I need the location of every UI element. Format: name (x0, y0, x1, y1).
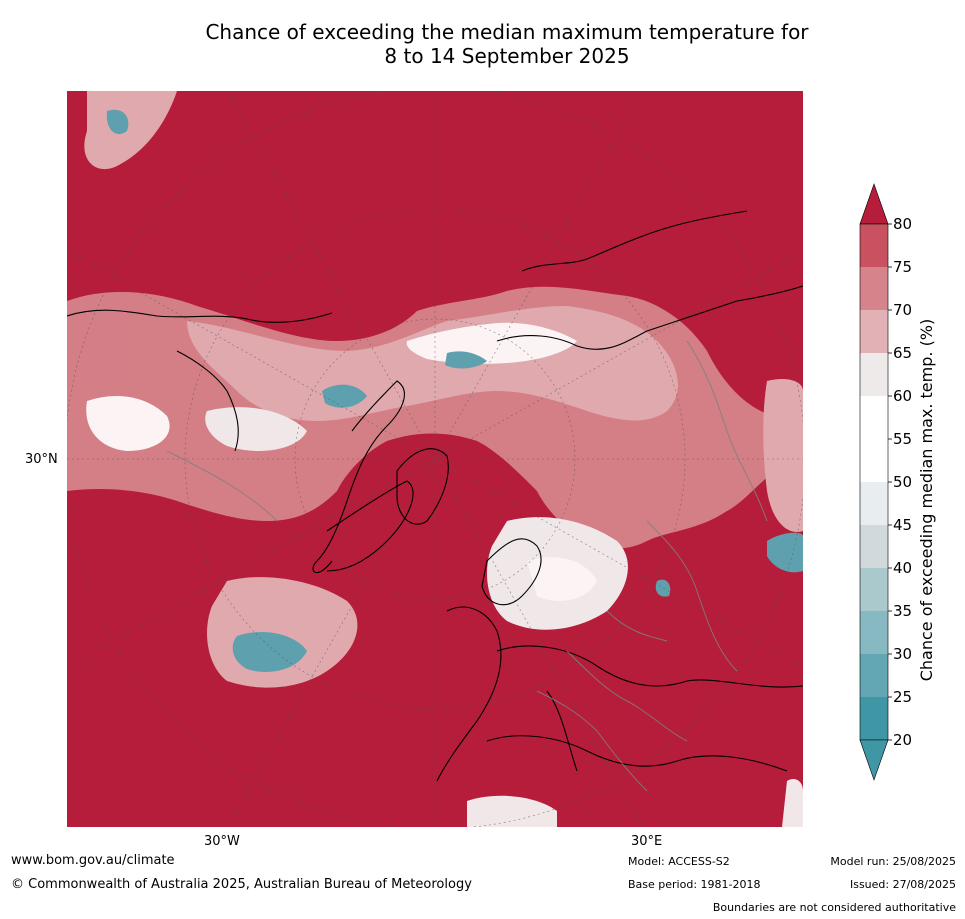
title-line-1: Chance of exceeding the median maximum t… (205, 20, 809, 44)
colorbar-tick-label: 40 (893, 559, 912, 577)
disclaimer-text: Boundaries are not considered authoritat… (712, 901, 956, 914)
map-title: Chance of exceeding the median maximum t… (0, 20, 965, 68)
colorbar-tick-label: 80 (893, 215, 912, 233)
colorbar-swatch (860, 439, 888, 482)
country-borders (166, 340, 768, 792)
coastlines (67, 210, 803, 782)
colorbar-swatch (860, 654, 888, 697)
model-run-text: Model run: 25/08/2025 (830, 855, 956, 868)
copyright-text: © Commonwealth of Australia 2025, Austra… (11, 877, 472, 892)
issued-text: Issued: 27/08/2025 (849, 878, 956, 891)
colorbar-tick-label: 65 (893, 344, 912, 362)
colorbar-swatch (860, 224, 888, 267)
lon-label-30w: 30°W (204, 834, 240, 849)
colorbar-swatch (860, 310, 888, 353)
colorbar-swatch (860, 482, 888, 525)
colorbar-swatch (860, 697, 888, 740)
colorbar-lower-cap (859, 739, 889, 781)
lon-label-30e: 30°E (631, 834, 663, 849)
colorbar-tick-label: 25 (893, 688, 912, 706)
colorbar-tick-label: 20 (893, 731, 912, 749)
base-period-text: Base period: 1981-2018 (628, 878, 761, 891)
title-line-2: 8 to 14 September 2025 (384, 44, 630, 68)
colorbar-upper-cap (859, 183, 889, 225)
colorbar-swatch (860, 525, 888, 568)
probability-map (67, 91, 803, 827)
colorbar-tick-label: 55 (893, 430, 912, 448)
colorbar-swatch (860, 568, 888, 611)
colorbar-tick-label: 45 (893, 516, 912, 534)
graticule (67, 91, 803, 827)
colorbar-swatch (860, 396, 888, 439)
colorbar-swatch (860, 611, 888, 654)
colorbar-tick-label: 35 (893, 602, 912, 620)
colorbar-tick-label: 75 (893, 258, 912, 276)
colorbar-tick-label: 30 (893, 645, 912, 663)
colorbar-tick-label: 60 (893, 387, 912, 405)
colorbar-label: Chance of exceeding median max. temp. (%… (917, 318, 936, 682)
colorbar-tick-label: 70 (893, 301, 912, 319)
model-text: Model: ACCESS-S2 (628, 855, 730, 868)
website-link[interactable]: www.bom.gov.au/climate (11, 853, 175, 868)
colorbar-tick-label: 50 (893, 473, 912, 491)
colorbar-swatch (860, 267, 888, 310)
colorbar: 80 75 70 65 60 55 50 45 40 35 30 25 20 (859, 183, 912, 781)
colorbar-swatch (860, 353, 888, 396)
lat-label-30n: 30°N (25, 452, 58, 467)
